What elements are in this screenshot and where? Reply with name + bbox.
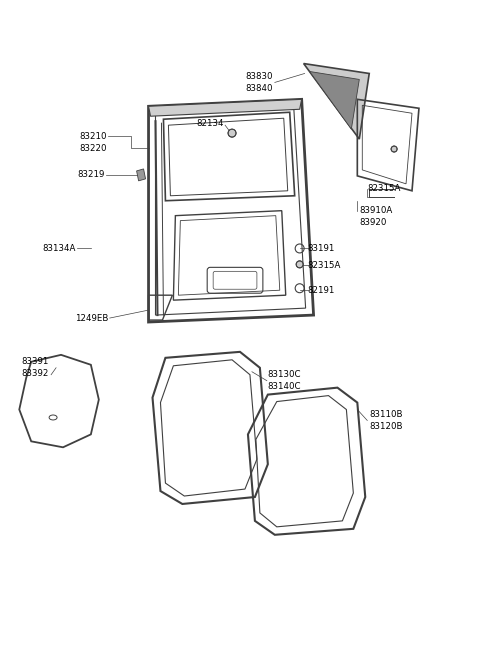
Polygon shape [148,100,301,116]
Text: 83920: 83920 [360,218,387,227]
Text: 83130C: 83130C [268,370,301,379]
Text: 83134A: 83134A [43,244,76,253]
Text: 82191: 82191 [308,286,335,295]
Circle shape [391,146,397,152]
Text: 83120B: 83120B [369,422,403,431]
Text: 83830: 83830 [245,72,273,81]
Text: 83910A: 83910A [360,206,393,215]
Polygon shape [310,71,360,129]
Text: 82134: 82134 [197,119,224,128]
Text: 83140C: 83140C [268,382,301,391]
Text: 83110B: 83110B [369,410,403,419]
Circle shape [228,129,236,137]
Text: 83191: 83191 [308,244,335,253]
Text: 1249EB: 1249EB [75,314,109,322]
Text: 83220: 83220 [79,143,107,153]
Text: 83219: 83219 [77,170,105,179]
Text: 82315A: 82315A [308,261,341,270]
Text: 83391: 83391 [21,357,48,366]
Polygon shape [137,169,145,181]
Circle shape [296,261,303,268]
Text: 83840: 83840 [245,84,273,93]
Polygon shape [304,64,369,139]
Text: 83210: 83210 [79,132,107,141]
Text: 82315A: 82315A [367,184,401,193]
Text: 83392: 83392 [21,369,48,378]
